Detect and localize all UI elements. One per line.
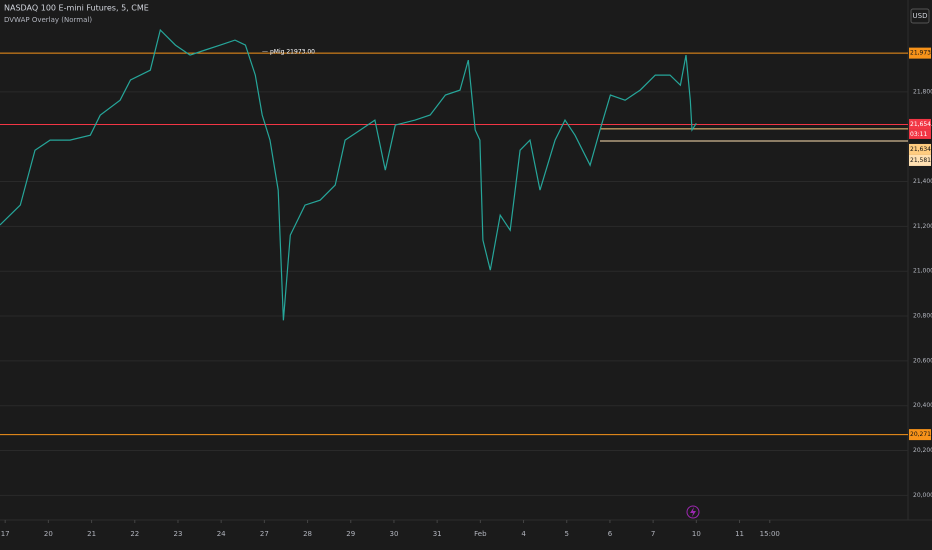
- level-label: 21,634.75: [910, 146, 932, 153]
- y-tick-label: 20,200.00: [913, 447, 932, 454]
- x-tick-label: 17: [1, 530, 10, 538]
- y-tick-label: 20,600.00: [913, 357, 932, 364]
- level-label: 20,271.00: [910, 431, 932, 438]
- currency-box[interactable]: [910, 8, 930, 24]
- level-label: 21,973.00: [910, 50, 932, 57]
- x-tick-label: 27: [260, 530, 269, 538]
- x-tick-label: 24: [217, 530, 226, 538]
- annotation-dash: —: [262, 49, 268, 56]
- x-tick-label: 28: [303, 530, 312, 538]
- series: [0, 28, 697, 321]
- y-tick-label: 20,800.00: [913, 313, 932, 320]
- x-tick-label: 5: [565, 530, 569, 538]
- x-tick-label: 29: [346, 530, 355, 538]
- event-circle[interactable]: [686, 505, 700, 519]
- x-tick-label: 4: [521, 530, 526, 538]
- x-tick-label: Feb: [474, 530, 487, 538]
- indicator-name: DVWAP Overlay (Normal): [4, 16, 92, 24]
- x-tick-label: 21: [87, 530, 96, 538]
- x-tick-label: 7: [651, 530, 655, 538]
- levels: [0, 52, 908, 436]
- y-tick-label: 21,800.00: [913, 88, 932, 95]
- currency[interactable]: USD: [913, 12, 928, 20]
- level-label-box: [909, 429, 931, 441]
- x-tick-label: 22: [130, 530, 139, 538]
- grid: [0, 91, 908, 496]
- level-label-box: [909, 118, 931, 130]
- y-tick-label: 21,200.00: [913, 223, 932, 230]
- y-tick-label: 21,000.00: [913, 268, 932, 275]
- level-label-box: [909, 154, 931, 166]
- price-line: [0, 28, 697, 321]
- annotation: pMig 21973.00: [270, 49, 315, 56]
- x-tick-label: 20: [44, 530, 53, 538]
- level-label: 21,654.75: [910, 121, 932, 128]
- y-tick-label: 20,000.00: [913, 492, 932, 499]
- countdown-box: [909, 129, 931, 139]
- event-bolt[interactable]: [690, 507, 696, 517]
- symbol-title: NASDAQ 100 E-mini Futures, 5, CME: [4, 4, 149, 13]
- level-label: 21,581.00: [910, 157, 932, 164]
- y-tick-label: 20,400.00: [913, 402, 932, 409]
- x-tick-label: 15:00: [760, 530, 780, 538]
- x-tick-label: 10: [692, 530, 701, 538]
- y-tick-label: 21,400.00: [913, 178, 932, 185]
- x-tick-label: 30: [389, 530, 398, 538]
- flash-icon[interactable]: [686, 505, 700, 519]
- labels: 20,000.00 20,200.00 20,400.00 20,600.00 20,8…: [1, 47, 932, 538]
- x-tick-label: 31: [433, 530, 442, 538]
- countdown: 03:11: [910, 131, 927, 138]
- x-tick-label: 11: [735, 530, 744, 538]
- level-label-box: [909, 143, 931, 155]
- x-tick-label: 23: [174, 530, 183, 538]
- level-label-box: [909, 47, 931, 59]
- x-tick-label: 6: [608, 530, 613, 538]
